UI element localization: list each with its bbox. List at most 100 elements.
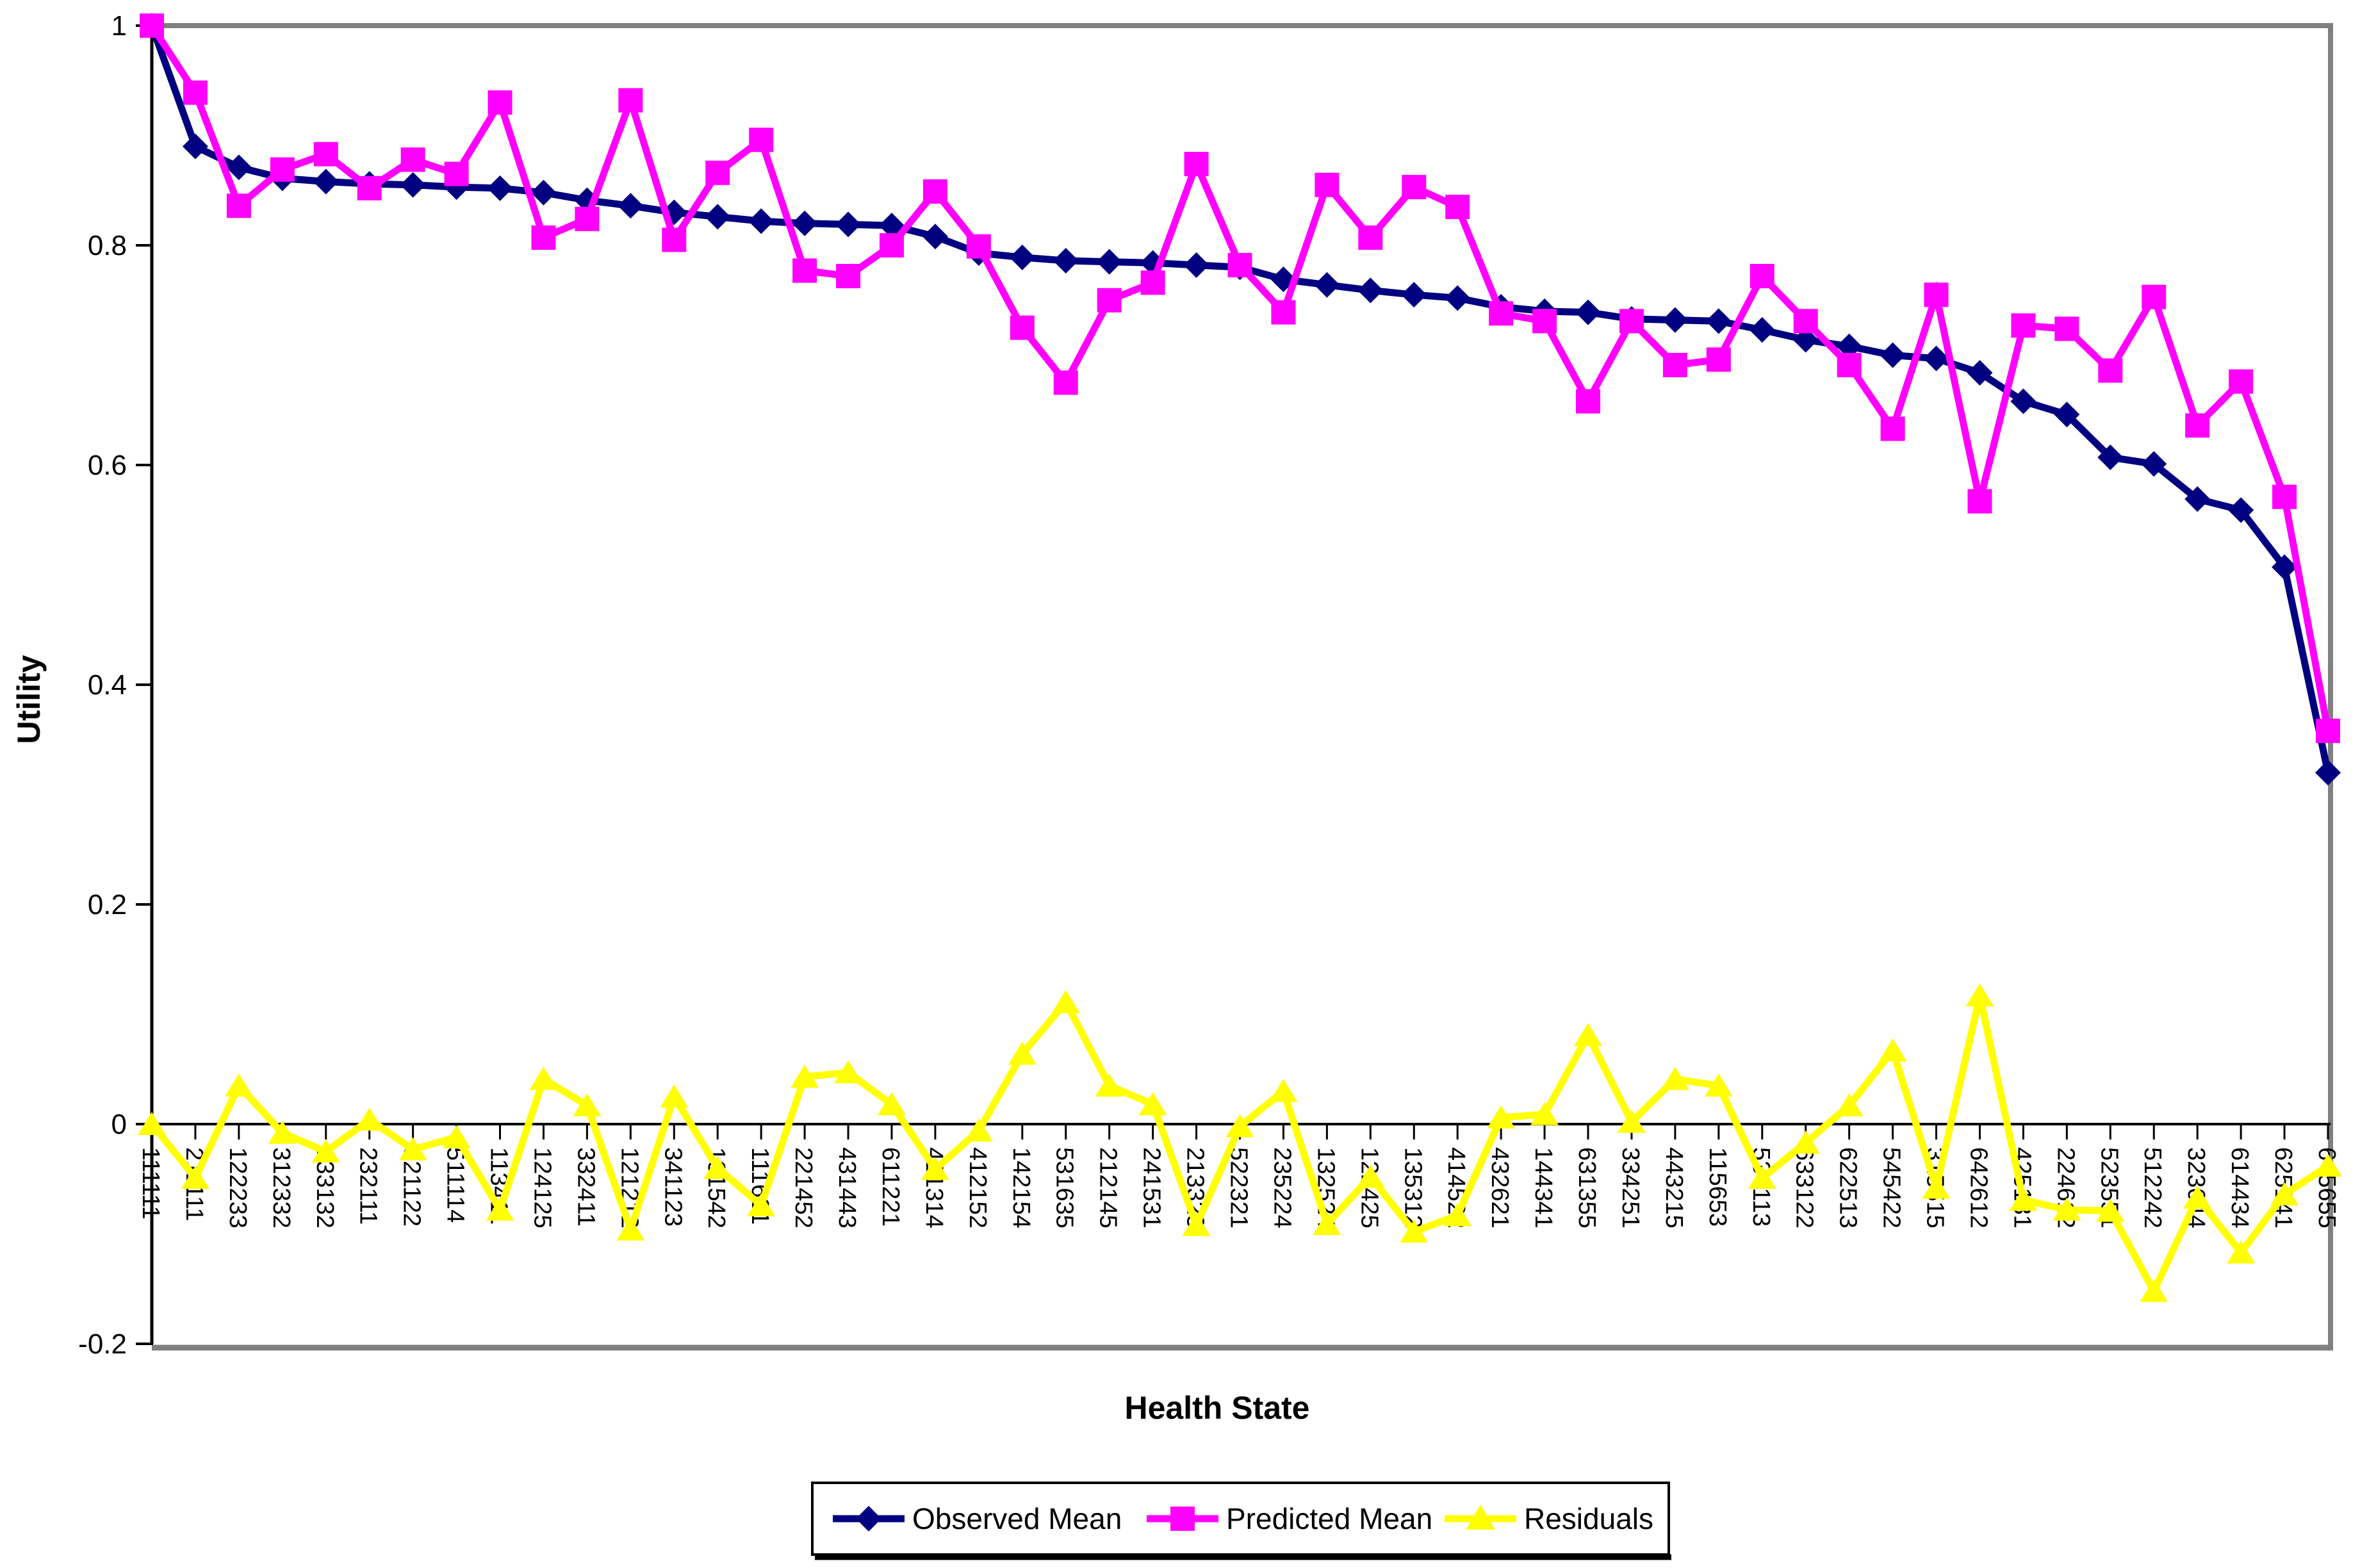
residuals-marker: [2183, 1185, 2212, 1209]
x-axis-title: Health State: [1125, 1390, 1310, 1426]
predicted-mean-marker: [2272, 484, 2297, 509]
predicted-mean-marker: [1184, 152, 1209, 177]
x-tick-label: 232111: [355, 1147, 382, 1225]
y-tick-label: 0.6: [88, 450, 127, 481]
x-tick-label: 545422: [1878, 1147, 1905, 1229]
residuals-marker: [311, 1139, 340, 1163]
observed-mean-marker: [1662, 307, 1688, 333]
residuals-marker: [486, 1197, 514, 1221]
predicted-mean-marker: [618, 88, 643, 113]
y-axis-title: Utility: [11, 655, 47, 744]
residuals-marker: [573, 1093, 602, 1116]
predicted-mean-marker: [226, 193, 251, 218]
predicted-mean-marker: [662, 227, 687, 252]
observed-mean-marker: [1009, 244, 1035, 270]
predicted-mean-marker: [1097, 288, 1122, 313]
residuals-marker: [877, 1092, 906, 1116]
legend-item-predicted-mean: Predicted Mean: [1147, 1502, 1432, 1535]
predicted-mean-marker: [1793, 309, 1818, 334]
observed-mean-marker: [2184, 486, 2211, 512]
observed-mean-marker: [922, 224, 948, 250]
legend-item-residuals: Residuals: [1445, 1502, 1653, 1535]
predicted-mean-marker: [2098, 358, 2123, 383]
predicted-mean-marker: [1880, 416, 1905, 441]
residuals-marker: [1791, 1131, 1820, 1154]
x-tick-label: 611221: [877, 1147, 904, 1227]
legend-label-predicted-mean: Predicted Mean: [1226, 1502, 1432, 1535]
observed-mean-marker: [2010, 388, 2036, 414]
residuals-marker: [529, 1066, 558, 1090]
predicted-mean-marker: [2316, 719, 2340, 744]
residuals-marker: [355, 1107, 384, 1131]
legend-item-observed-mean: Observed Mean: [833, 1502, 1122, 1535]
x-tick-label: 633122: [1791, 1147, 1818, 1229]
residuals-marker: [1660, 1066, 1689, 1090]
predicted-mean-marker: [792, 258, 817, 283]
residuals-marker: [2270, 1182, 2299, 1205]
x-tick-label: 122233: [224, 1147, 251, 1229]
observed-mean-marker: [1445, 285, 1471, 311]
observed-mean-marker: [1401, 282, 1427, 308]
legend-label-observed-mean: Observed Mean: [912, 1502, 1122, 1535]
predicted-mean-marker: [1837, 352, 1862, 377]
predicted-mean-marker: [1967, 489, 1992, 514]
predicted-mean-marker: [1706, 347, 1731, 372]
residuals-marker: [1356, 1164, 1385, 1188]
residuals-marker: [1965, 983, 1994, 1007]
residuals-marker: [1400, 1220, 1429, 1243]
residuals-marker: [1487, 1105, 1516, 1129]
x-tick-label: 111111: [137, 1147, 164, 1220]
x-tick-label: 241531: [1138, 1147, 1165, 1229]
x-tick-label: 332411: [572, 1147, 599, 1227]
residuals-marker: [1138, 1092, 1167, 1116]
observed-mean-marker: [1575, 299, 1602, 325]
observed-mean-marker: [1314, 272, 1340, 298]
residuals-marker: [1443, 1203, 1472, 1227]
residuals-marker: [660, 1084, 689, 1108]
residuals-marker: [224, 1073, 253, 1097]
residuals-marker: [1530, 1102, 1559, 1125]
y-tick-label: 0.2: [88, 889, 127, 920]
predicted-mean-marker: [400, 147, 425, 172]
predicted-mean-marker: [357, 176, 382, 200]
observed-mean-marker: [1096, 249, 1122, 275]
x-tick-label: 531635: [1051, 1147, 1078, 1229]
predicted-mean-marker: [183, 80, 208, 105]
observed-mean-marker: [1880, 342, 1906, 368]
predicted-mean-marker: [1053, 370, 1078, 395]
predicted-mean-marker: [575, 206, 600, 231]
predicted-mean-marker: [1358, 225, 1383, 250]
observed-mean-marker: [313, 168, 339, 195]
x-tick-label: 142154: [1008, 1147, 1035, 1229]
x-tick-label: 642612: [1965, 1147, 1992, 1229]
x-tick-label: 412152: [964, 1147, 991, 1229]
x-tick-label: 522321: [1225, 1147, 1252, 1229]
residuals-marker: [1313, 1212, 1341, 1236]
x-tick-label: 144341: [1530, 1147, 1557, 1229]
x-tick-label: 443215: [1660, 1147, 1687, 1229]
predicted-mean-marker: [2142, 284, 2167, 309]
predicted-mean-marker: [1010, 315, 1035, 340]
observed-mean-marker: [530, 179, 557, 206]
residuals-marker: [791, 1065, 819, 1088]
predicted-mean-marker: [1662, 352, 1687, 377]
residuals-marker: [964, 1118, 993, 1142]
observed-mean-marker: [1749, 317, 1775, 343]
predicted-mean-marker: [1140, 270, 1165, 295]
x-tick-label: 511114: [442, 1147, 469, 1223]
x-tick-label: 212145: [1095, 1147, 1122, 1229]
predicted-mean-marker: [966, 234, 991, 259]
residuals-marker: [138, 1112, 166, 1135]
predicted-mean-marker: [444, 161, 469, 186]
residuals-marker: [1922, 1175, 1951, 1199]
x-tick-label: 334251: [1617, 1147, 1644, 1229]
residuals-marker: [2096, 1198, 2125, 1222]
predicted-mean-marker: [2011, 313, 2036, 338]
predicted-mean-marker: [1271, 300, 1296, 325]
y-tick-label: 0.4: [88, 669, 127, 701]
observed-mean-marker: [748, 208, 774, 234]
residuals-marker: [2227, 1240, 2256, 1264]
residuals-marker: [2314, 1154, 2342, 1177]
x-tick-label: 124125: [529, 1147, 555, 1229]
